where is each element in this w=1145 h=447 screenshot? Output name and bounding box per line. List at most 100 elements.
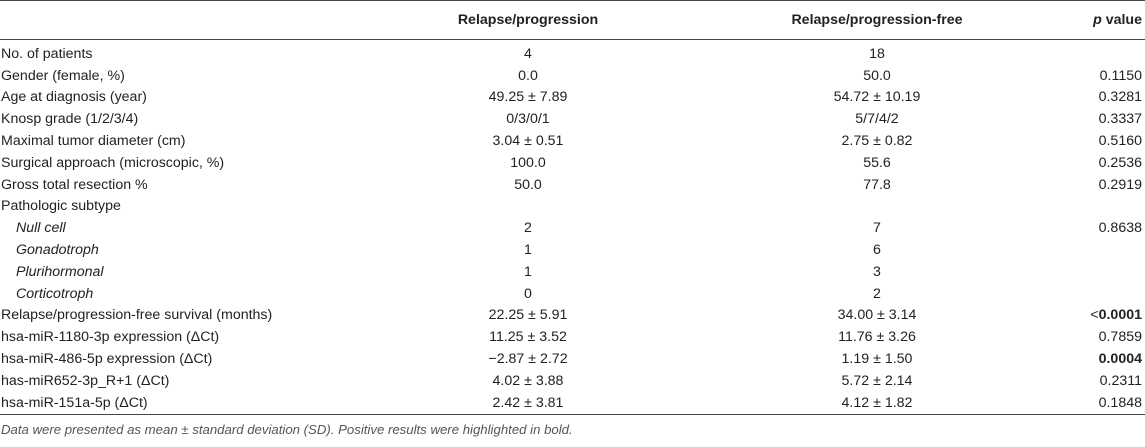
relapse-progression-free-value: 2 [873,285,881,302]
row-label: Corticotroph [16,285,94,302]
comparison-table-container: Relapse/progression Relapse/progression-… [0,0,1145,437]
header-p-value: p value [1053,0,1145,40]
relapse-progression-free-value: 6 [873,242,881,259]
row-label: Gonadotroph [16,242,99,259]
table-row: Gonadotroph 1 6 [0,239,1145,261]
row-label: Gross total resection % [1,176,148,193]
p-value: 0.2311 [1053,370,1145,392]
table-row: No. of patients 4 18 [0,40,1145,65]
p-value: 0.2919 [1053,174,1145,196]
p-value: 0.0004 [1053,348,1145,370]
row-label: Age at diagnosis (year) [1,89,147,106]
p-value: 0.3281 [1053,87,1145,109]
header-p-letter: p [1093,12,1102,28]
p-value: <0.0001 [1053,305,1145,327]
relapse-progression-value: 4 [524,45,532,62]
p-value: 0.7859 [1053,326,1145,348]
relapse-progression-value: 1 [524,263,532,280]
row-label: has-miR652-3p_R+1 (ΔCt) [1,372,170,389]
relapse-progression-free-value: 55.6 [863,154,891,171]
comparison-table: Relapse/progression Relapse/progression-… [0,0,1145,415]
relapse-progression-value: 49.25 ± 7.89 [488,89,568,106]
row-label: No. of patients [1,45,93,62]
header-row: Relapse/progression Relapse/progression-… [0,0,1145,40]
p-value-number: 0.7859 [1098,329,1142,346]
row-label: hsa-miR-1180-3p expression (ΔCt) [1,329,220,346]
relapse-progression-free-value: 3 [873,263,881,280]
p-value [1053,261,1145,283]
row-label: Relapse/progression-free survival (month… [1,307,273,324]
p-value-number: 0.0001 [1098,307,1142,324]
p-value-number: 0.2311 [1099,372,1142,389]
p-value [1053,283,1145,305]
relapse-progression-free-value [701,196,1053,218]
relapse-progression-free-value: 54.72 ± 10.19 [833,89,921,106]
p-value [1053,40,1145,65]
relapse-progression-free-value: 1.19 ± 1.50 [841,351,913,368]
p-value: 0.2536 [1053,152,1145,174]
table-row: hsa-miR-486-5p expression (ΔCt) −2.87 ± 2… [0,348,1145,370]
relapse-progression-free-value: 34.00 ± 3.14 [837,307,917,324]
relapse-progression-value: 1 [524,242,532,259]
relapse-progression-value: 4.02 ± 3.88 [492,372,564,389]
p-value: 0.5160 [1053,130,1145,152]
relapse-progression-value: −2.87 ± 2.72 [488,351,568,368]
table-row: hsa-miR-1180-3p expression (ΔCt) 11.25 ± … [0,326,1145,348]
p-value-number: 0.8638 [1098,220,1142,237]
row-label: Gender (female, %) [1,67,125,84]
p-value: 0.3337 [1053,108,1145,130]
relapse-progression-free-value: 11.76 ± 3.26 [838,329,916,346]
row-label: Null cell [16,220,66,237]
header-value-word: value [1101,12,1142,28]
row-label: Pathologic subtype [1,198,121,215]
table-row: Gross total resection % 50.0 77.8 0.2919 [0,174,1145,196]
relapse-progression-value: 0 [524,285,532,302]
table-row: Knosp grade (1/2/3/4) 0/3/0/1 5/7/4/2 0.333… [0,108,1145,130]
p-value: 0.1848 [1053,391,1145,415]
p-value: 0.8638 [1053,217,1145,239]
relapse-progression-free-value: 77.8 [863,176,891,193]
relapse-progression-free-value: 5/7/4/2 [855,111,899,128]
p-value-number: 0.2919 [1098,176,1142,193]
relapse-progression-free-value: 50.0 [863,67,891,84]
table-row: Null cell 2 7 0.8638 [0,217,1145,239]
p-value-number: 0.0004 [1098,351,1142,368]
header-variable [0,0,355,40]
relapse-progression-free-value: 5.72 ± 2.14 [841,372,913,389]
relapse-progression-value: 2.42 ± 3.81 [355,391,701,415]
p-value-number: 0.3337 [1098,111,1142,128]
p-value: 0.1150 [1053,65,1145,87]
row-label: hsa-miR-486-5p expression (ΔCt) [1,351,213,368]
table-row: has-miR652-3p_R+1 (ΔCt) 4.02 ± 3.88 5.72 ±… [0,370,1145,392]
header-relapse-progression-free: Relapse/progression-free [701,0,1053,40]
table-row: Plurihormonal 1 3 [0,261,1145,283]
p-value-number: 0.1150 [1099,67,1142,84]
relapse-progression-free-value: 18 [869,45,885,62]
p-value-number: 0.1848 [1098,394,1142,411]
row-label: Surgical approach (microscopic, %) [1,154,225,171]
p-value-prefix: < [1090,307,1099,324]
table-footnote: Data were presented as mean ± standard d… [1,421,573,437]
relapse-progression-free-value: 4.12 ± 1.82 [701,391,1053,415]
table-body: No. of patients 4 18 Gender (female, %) 0.0 5… [0,40,1145,415]
p-value-number: 0.5160 [1098,133,1142,150]
relapse-progression-value: 50.0 [514,176,542,193]
p-value [1053,239,1145,261]
table-row: Relapse/progression-free survival (month… [0,305,1145,327]
table-row: Surgical approach (microscopic, %) 100.0 5… [0,152,1145,174]
p-value-number: 0.3281 [1098,89,1142,106]
relapse-progression-free-value: 2.75 ± 0.82 [841,133,913,150]
header-relapse-progression: Relapse/progression [355,0,701,40]
table-row: hsa-miR-151a-5p (ΔCt) 2.42 ± 3.81 4.12 ± 1… [0,391,1145,415]
relapse-progression-value: 3.04 ± 0.51 [492,133,564,150]
table-row: Corticotroph 0 2 [0,283,1145,305]
row-label: hsa-miR-151a-5p (ΔCt) [0,391,355,415]
p-value [1053,196,1145,218]
table-row: Pathologic subtype [0,196,1145,218]
relapse-progression-free-value: 7 [873,220,881,237]
table-row: Maximal tumor diameter (cm) 3.04 ± 0.51 2.… [0,130,1145,152]
relapse-progression-value: 2 [524,220,532,237]
row-label: Maximal tumor diameter (cm) [1,133,186,150]
table-row: Gender (female, %) 0.0 50.0 0.1150 [0,65,1145,87]
relapse-progression-value [355,196,701,218]
